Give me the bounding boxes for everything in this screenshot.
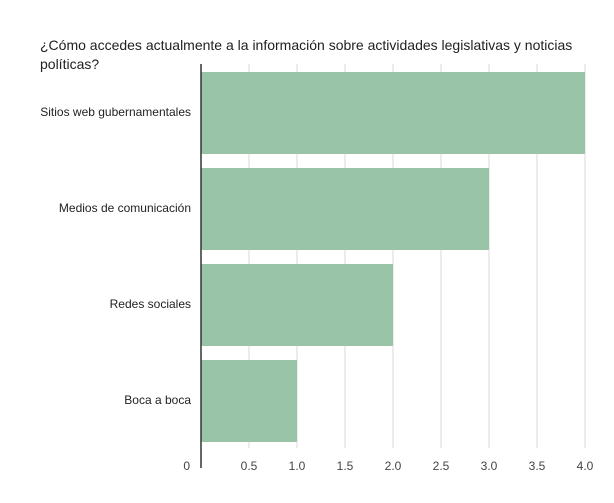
x-tick-labels: 0 0.5 1.0 1.5 2.0 2.5 3.0 3.5 4.0 [183,459,593,473]
x-tick-label: 3.5 [529,459,546,473]
x-tick-label: 0 [183,459,190,473]
category-label: Sitios web gubernamentales [40,105,191,119]
category-label: Medios de comunicación [59,201,191,215]
bars [201,72,585,442]
bar [201,72,585,154]
bar [201,168,489,250]
category-label: Boca a boca [124,393,191,407]
x-tick-label: 2.5 [433,459,450,473]
category-label: Redes sociales [110,297,191,311]
chart-title: ¿Cómo accedes actualmente a la informaci… [40,37,573,72]
bar [201,360,297,442]
x-tick-label: 4.0 [577,459,594,473]
x-tick-label: 1.0 [289,459,306,473]
x-tick-label: 0.5 [241,459,258,473]
bar [201,264,393,346]
x-tick-label: 3.0 [481,459,498,473]
x-tick-label: 2.0 [385,459,402,473]
category-labels: Sitios web gubernamentales Medios de comu… [40,105,191,407]
x-tick-label: 1.5 [337,459,354,473]
